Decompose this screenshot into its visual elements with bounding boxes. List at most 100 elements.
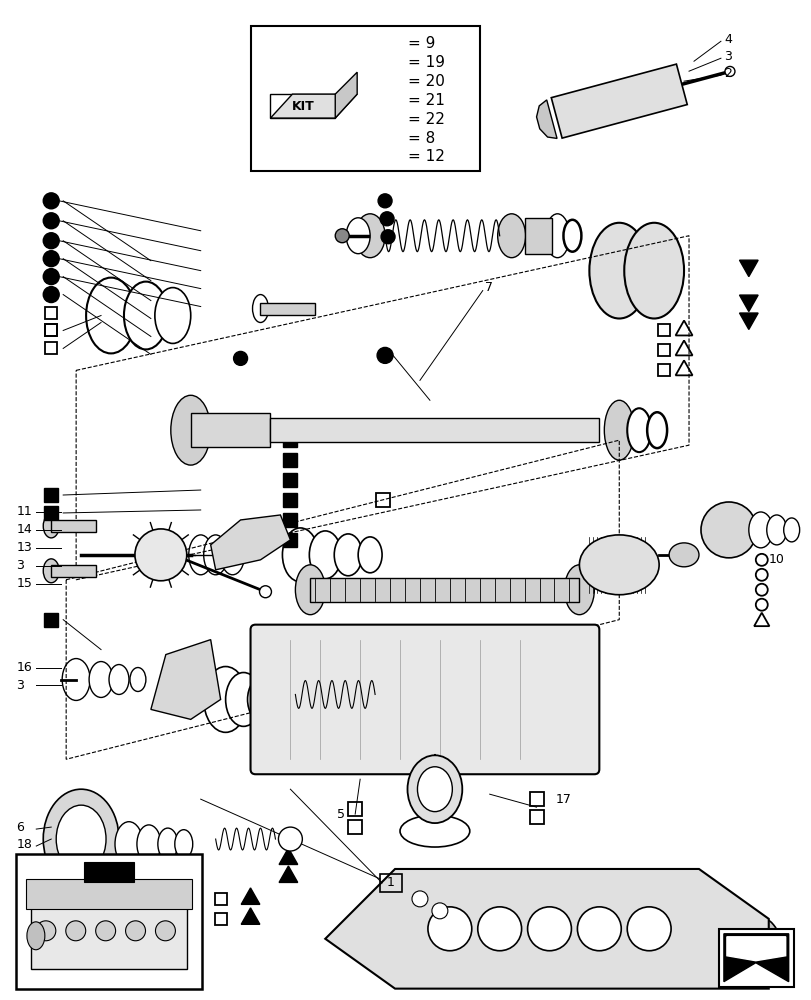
Ellipse shape	[252, 295, 268, 322]
Bar	[84, 862, 133, 882]
Polygon shape	[675, 360, 692, 375]
Ellipse shape	[247, 677, 277, 722]
Ellipse shape	[204, 667, 247, 732]
Ellipse shape	[56, 805, 106, 873]
Circle shape	[527, 907, 571, 951]
Circle shape	[431, 903, 448, 919]
Polygon shape	[723, 934, 787, 982]
Polygon shape	[42, 918, 61, 934]
Bar	[529, 792, 543, 806]
Text: = 21: = 21	[407, 93, 444, 108]
Polygon shape	[383, 130, 397, 142]
Bar	[283, 533, 297, 547]
Ellipse shape	[748, 512, 772, 548]
Ellipse shape	[155, 288, 191, 343]
Ellipse shape	[89, 662, 113, 697]
Ellipse shape	[358, 537, 382, 573]
Ellipse shape	[426, 673, 453, 716]
Bar	[384, 95, 394, 105]
Circle shape	[44, 270, 58, 284]
Text: = 19: = 19	[407, 55, 444, 70]
Ellipse shape	[124, 282, 168, 349]
Text: 17: 17	[555, 793, 571, 806]
Ellipse shape	[43, 514, 59, 538]
Ellipse shape	[62, 659, 90, 700]
Polygon shape	[241, 908, 260, 924]
Bar	[380, 874, 401, 892]
Ellipse shape	[497, 214, 525, 258]
Bar	[260, 303, 315, 315]
Text: 3: 3	[723, 50, 731, 63]
Circle shape	[427, 907, 471, 951]
Bar	[283, 493, 297, 507]
Text: = 9: = 9	[407, 36, 435, 51]
Ellipse shape	[268, 681, 292, 717]
Bar	[283, 473, 297, 487]
Ellipse shape	[624, 223, 683, 319]
Bar	[658, 344, 669, 356]
Circle shape	[626, 907, 670, 951]
Circle shape	[44, 252, 58, 266]
Circle shape	[380, 212, 393, 226]
Ellipse shape	[282, 528, 318, 582]
Ellipse shape	[646, 412, 667, 448]
Text: 10: 10	[768, 553, 783, 566]
Bar	[44, 613, 58, 627]
Ellipse shape	[603, 400, 633, 460]
Circle shape	[66, 921, 86, 941]
Circle shape	[126, 921, 145, 941]
Bar	[45, 324, 57, 336]
Ellipse shape	[295, 565, 325, 615]
Text: KIT: KIT	[291, 100, 314, 113]
Polygon shape	[26, 879, 192, 909]
Polygon shape	[675, 320, 692, 335]
Circle shape	[43, 193, 59, 209]
Circle shape	[43, 269, 59, 285]
Bar	[45, 324, 57, 336]
Bar	[348, 802, 362, 816]
Circle shape	[477, 907, 521, 951]
Bar	[658, 364, 669, 376]
Polygon shape	[279, 866, 298, 882]
FancyBboxPatch shape	[251, 625, 599, 774]
Ellipse shape	[783, 518, 799, 542]
Circle shape	[155, 921, 175, 941]
Polygon shape	[241, 888, 260, 904]
Text: 1: 1	[387, 876, 394, 889]
Circle shape	[376, 347, 393, 363]
Text: = 20: = 20	[407, 74, 444, 89]
Text: 18: 18	[16, 838, 32, 851]
Ellipse shape	[545, 214, 569, 258]
Circle shape	[411, 891, 427, 907]
Ellipse shape	[563, 220, 581, 252]
Polygon shape	[325, 869, 768, 989]
Circle shape	[378, 194, 392, 208]
Circle shape	[278, 827, 302, 851]
Circle shape	[43, 287, 59, 303]
Polygon shape	[739, 313, 757, 329]
Circle shape	[96, 921, 115, 941]
Ellipse shape	[137, 825, 161, 863]
Bar	[45, 307, 57, 319]
Ellipse shape	[545, 681, 569, 717]
Ellipse shape	[309, 531, 341, 579]
Polygon shape	[270, 94, 335, 118]
Text: 7: 7	[484, 281, 492, 294]
Ellipse shape	[345, 218, 370, 254]
Circle shape	[335, 229, 349, 243]
Circle shape	[43, 213, 59, 229]
Ellipse shape	[86, 278, 135, 353]
Text: 4: 4	[723, 33, 731, 46]
Ellipse shape	[27, 922, 45, 950]
Bar	[51, 565, 96, 577]
Text: 5: 5	[337, 808, 345, 821]
Polygon shape	[551, 64, 686, 138]
Text: 3: 3	[16, 679, 24, 692]
Ellipse shape	[221, 535, 244, 575]
Bar	[348, 820, 362, 834]
Text: = 12: = 12	[407, 149, 444, 164]
Polygon shape	[739, 260, 757, 277]
Bar	[658, 324, 669, 336]
Polygon shape	[279, 848, 298, 864]
Ellipse shape	[170, 395, 210, 465]
